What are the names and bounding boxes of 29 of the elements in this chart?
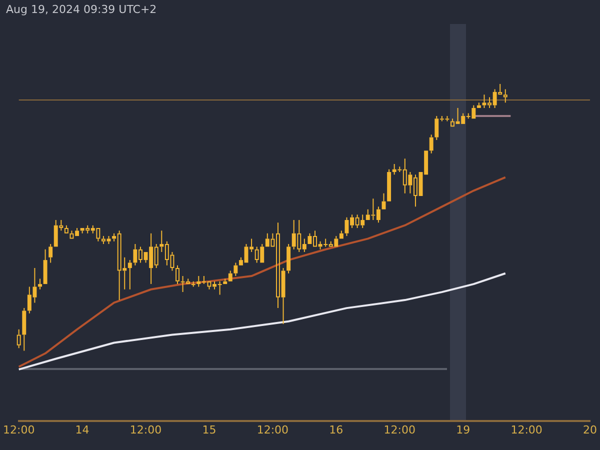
x-tick-label: 12:00: [130, 423, 162, 436]
candlestick: [429, 134, 434, 154]
candlestick: [176, 264, 180, 285]
candlestick: [64, 224, 68, 234]
text: Aug 19, 2024 09:39 UTC+2: [6, 3, 157, 16]
x-tick-label: 12:00: [3, 423, 35, 436]
candlestick: [48, 244, 53, 264]
x-tick-label: 15: [202, 423, 216, 436]
candlestick: [339, 230, 344, 239]
x-tick-label: 19: [456, 423, 470, 436]
candlestick: [223, 278, 228, 284]
candlestick: [38, 278, 42, 290]
candlestick: [128, 260, 132, 290]
x-tick-label: 14: [75, 423, 90, 436]
candlestick: [43, 248, 48, 284]
x-tick-label: 12:00: [384, 423, 416, 436]
x-tick-label: 16: [329, 423, 344, 436]
candlestick: [476, 102, 481, 108]
candlestick: [22, 308, 26, 352]
candlestick: [228, 270, 232, 282]
candlestick: [503, 88, 508, 104]
candlestick: [191, 280, 196, 288]
candlestick: [16, 328, 21, 349]
candlestick: [234, 262, 238, 277]
candlestick: [286, 244, 291, 274]
x-tick-label: 12:00: [256, 423, 289, 436]
x-tick-label: 12:00: [510, 423, 542, 436]
x-tick-label: 20: [583, 423, 597, 436]
candlestick: [387, 168, 392, 202]
